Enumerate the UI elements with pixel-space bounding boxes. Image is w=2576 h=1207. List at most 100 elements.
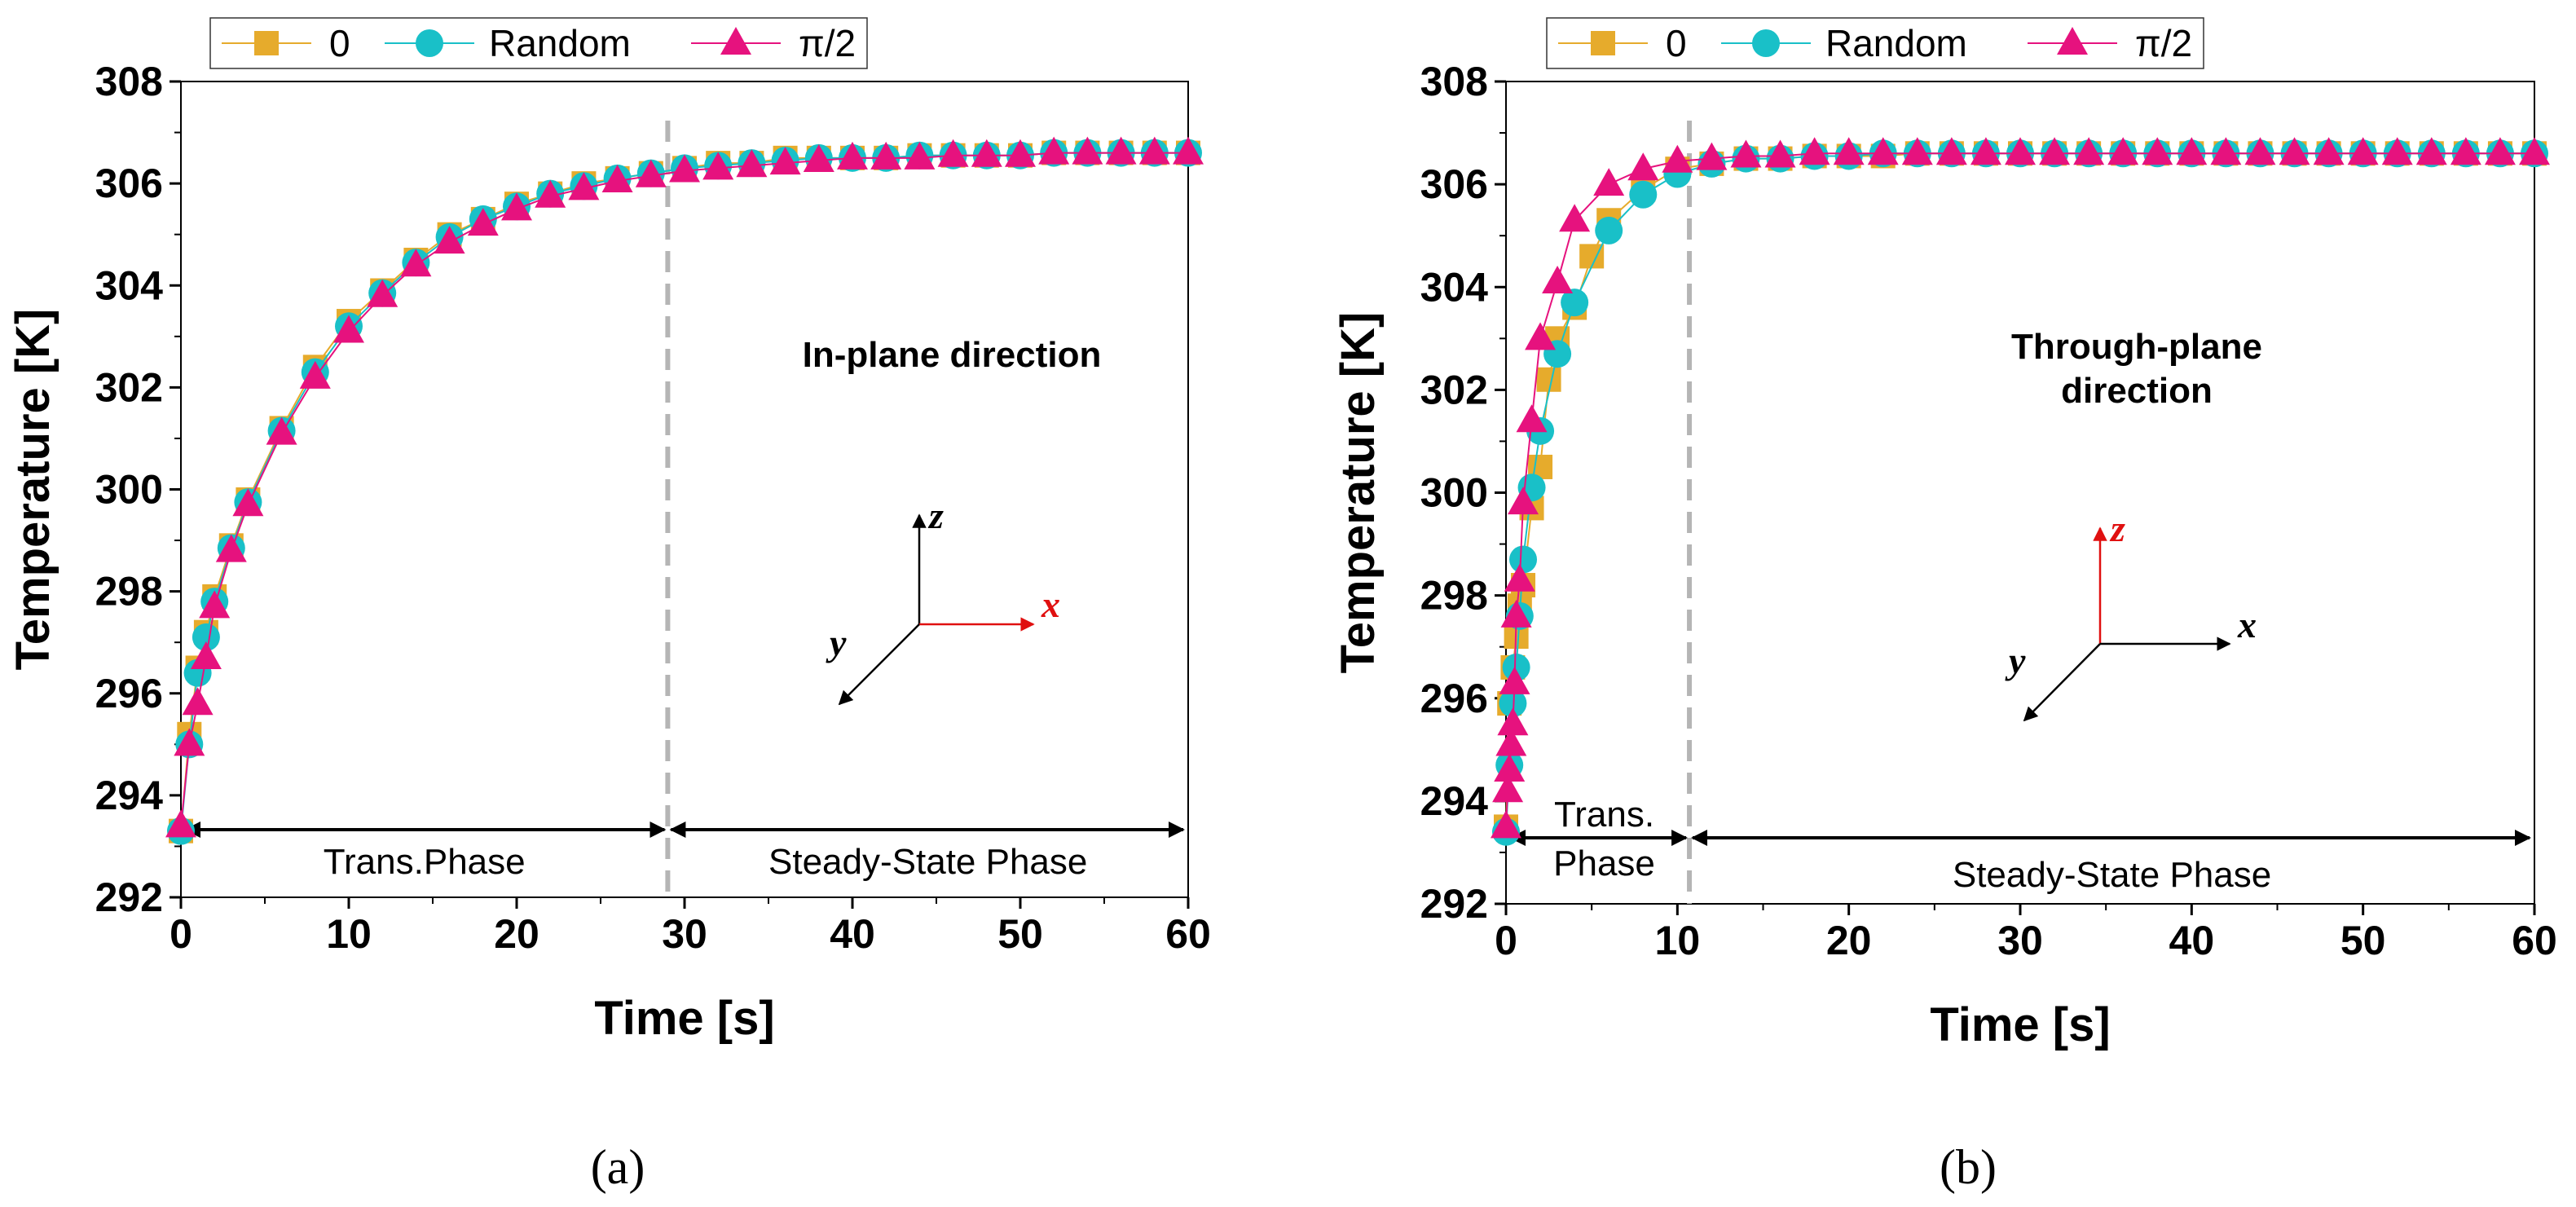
legend-marker	[416, 29, 443, 57]
direction-annotation: direction	[2061, 371, 2213, 411]
legend-marker	[1752, 29, 1780, 57]
y-tick-label: 298	[1420, 573, 1488, 619]
panel-caption: (a)	[591, 1140, 645, 1194]
data-point	[2176, 137, 2208, 165]
data-point	[1105, 136, 1137, 165]
x-tick-label: 50	[2340, 918, 2386, 963]
data-point	[1499, 666, 1530, 694]
x-tick-label: 0	[1495, 918, 1517, 963]
data-point	[1867, 137, 1899, 165]
legend-marker	[1591, 31, 1615, 55]
panel-b: 292 294 296 298 300 302 304 306 308 0 10 20 30 40 50 60…	[1332, 17, 2557, 1194]
trans-phase-label: Trans.Phase	[324, 842, 526, 882]
data-point	[1005, 139, 1036, 167]
legend-label: Random	[489, 22, 631, 64]
x-axis-title: Time [s]	[1930, 998, 2110, 1051]
data-point	[937, 139, 969, 167]
data-point	[2347, 137, 2379, 165]
legend-label: 0	[1666, 22, 1687, 64]
data-point	[1491, 810, 1521, 839]
data-point	[669, 154, 700, 183]
legend-label: π/2	[2135, 22, 2192, 64]
panel-a: 292 294 296 298 300 302 304 306 308 0 10 20 30 40 50 60…	[7, 17, 1211, 1194]
y-tick-label: 306	[95, 161, 163, 206]
legend-marker	[254, 31, 279, 55]
data-point	[1559, 204, 1591, 232]
data-point	[1499, 689, 1527, 718]
data-point	[182, 687, 214, 716]
data-point	[192, 623, 220, 651]
x-tick-label: 20	[1826, 918, 1872, 963]
data-point	[1504, 563, 1535, 592]
data-point	[2039, 137, 2071, 165]
y-tick-label: 294	[1420, 778, 1489, 824]
y-axis-letter: y	[2005, 640, 2026, 681]
x-tick-label: 60	[2512, 918, 2557, 963]
x-tick-label: 0	[170, 911, 192, 957]
data-point	[2279, 137, 2310, 165]
plot-frame	[1505, 81, 2535, 905]
data-point	[1492, 774, 1524, 803]
z-axis-letter: z	[927, 495, 944, 536]
y-axis-arrow	[838, 623, 920, 706]
steady-phase-label: Steady-State Phase	[768, 842, 1087, 882]
data-point	[1508, 487, 1539, 515]
x-axis-title: Time [s]	[594, 992, 774, 1045]
series-line	[1505, 152, 2534, 827]
x-tick-label: 30	[1997, 918, 2043, 963]
data-point	[1901, 137, 1933, 165]
data-point	[2073, 137, 2105, 165]
x-axis-letter: x	[2237, 604, 2257, 645]
y-tick-label: 296	[1420, 676, 1488, 721]
y-axis-title: Temperature [K]	[1332, 312, 1385, 674]
data-point	[1561, 289, 1589, 317]
data-point	[2450, 137, 2481, 165]
data-point	[2313, 137, 2345, 165]
y-tick-label: 292	[1420, 881, 1488, 927]
data-point	[1536, 367, 1561, 392]
data-point	[702, 152, 734, 180]
data-point	[1833, 137, 1865, 165]
data-point	[1764, 139, 1796, 168]
data-point	[870, 141, 902, 170]
data-point	[2005, 137, 2036, 165]
data-point	[1542, 265, 1574, 293]
legend-marker	[720, 27, 751, 55]
x-tick-label: 10	[1655, 918, 1701, 963]
data-point	[2107, 137, 2139, 165]
x-tick-label: 20	[494, 911, 539, 957]
trans-phase-label: Phase	[1553, 844, 1655, 883]
data-point	[1173, 136, 1204, 165]
direction-annotation: Through-plane	[2011, 327, 2262, 367]
y-tick-label: 308	[95, 59, 163, 104]
data-point	[1799, 137, 1830, 165]
trans-phase-label: Trans.	[1554, 795, 1654, 835]
data-point	[904, 141, 936, 170]
y-axis-title: Temperature [K]	[7, 309, 59, 671]
x-tick-label: 50	[997, 911, 1043, 957]
data-point	[1970, 137, 2001, 165]
data-point	[1595, 216, 1623, 244]
y-tick-label: 308	[1420, 59, 1488, 104]
data-point	[367, 279, 399, 307]
data-point	[2244, 137, 2276, 165]
steady-phase-label: Steady-State Phase	[1953, 855, 2271, 895]
data-point	[299, 360, 331, 389]
data-point	[165, 809, 196, 838]
data-point	[266, 416, 297, 445]
legend-marker	[2057, 27, 2088, 55]
series-line	[180, 152, 1188, 831]
series-line	[180, 152, 1188, 831]
data-point	[837, 141, 868, 170]
data-point	[1662, 144, 1693, 173]
legend: 0 Random π/2	[1546, 17, 2204, 69]
data-point	[2415, 137, 2447, 165]
x-tick-label: 40	[830, 911, 875, 957]
data-point	[1509, 545, 1538, 574]
x-axis-letter: x	[1041, 584, 1060, 625]
data-point	[736, 149, 768, 178]
series-line	[1505, 152, 2534, 832]
y-tick-label: 302	[95, 364, 163, 410]
y-tick-label: 298	[95, 569, 163, 615]
z-axis-letter: z	[2109, 508, 2125, 549]
